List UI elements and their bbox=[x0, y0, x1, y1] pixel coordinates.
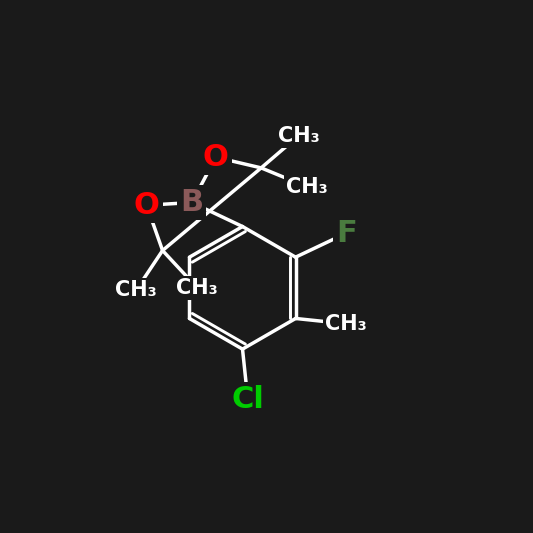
Text: CH₃: CH₃ bbox=[176, 278, 218, 298]
Text: O: O bbox=[203, 143, 229, 172]
Text: B: B bbox=[180, 188, 204, 217]
Text: O: O bbox=[134, 191, 159, 220]
Text: F: F bbox=[336, 219, 357, 248]
Text: CH₃: CH₃ bbox=[115, 280, 157, 301]
Text: Cl: Cl bbox=[231, 385, 264, 414]
Text: CH₃: CH₃ bbox=[286, 176, 327, 197]
Text: CH₃: CH₃ bbox=[278, 126, 319, 146]
Text: CH₃: CH₃ bbox=[325, 314, 367, 334]
